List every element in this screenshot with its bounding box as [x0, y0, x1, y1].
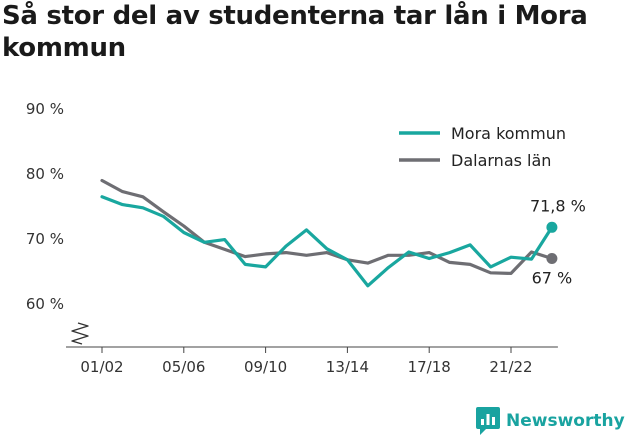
- series-line: [100, 178, 554, 275]
- series-layer: 71,8 % 67 %: [100, 178, 586, 288]
- x-tick-label: 17/18: [408, 358, 451, 376]
- y-tick-label: 60 %: [26, 295, 64, 313]
- x-tick-label: 05/06: [162, 358, 205, 376]
- series-line: [100, 195, 554, 288]
- axis-break-icon: [71, 322, 89, 345]
- legend-label: Dalarnas län: [451, 151, 551, 170]
- y-axis: 60 % 70 % 80 % 90 %: [26, 100, 89, 345]
- series-endpoint: [546, 253, 558, 264]
- end-value-label: 71,8 %: [530, 196, 586, 215]
- x-tick-label: 21/22: [489, 358, 532, 376]
- newsworthy-chart-icon: [476, 407, 500, 435]
- brand-name: Newsworthy: [506, 411, 625, 431]
- y-tick-label: 90 %: [26, 100, 64, 118]
- x-tick-label: 09/10: [244, 358, 287, 376]
- chart-title: Så stor del av studenterna tar lån i Mor…: [2, 1, 588, 63]
- end-value-label: 67 %: [532, 269, 573, 288]
- y-tick-label: 70 %: [26, 230, 64, 248]
- x-tick-label: 01/02: [80, 358, 123, 376]
- x-axis: 01/02 05/06 09/10 13/14 17/18 21/22: [66, 346, 558, 376]
- y-tick-label: 80 %: [26, 165, 64, 183]
- newsworthy-logo: Newsworthy: [476, 404, 625, 438]
- series-endpoint: [546, 221, 558, 233]
- legend-label: Mora kommun: [451, 124, 566, 143]
- x-tick-label: 13/14: [326, 358, 369, 376]
- legend[interactable]: Mora kommun Dalarnas län: [399, 124, 566, 170]
